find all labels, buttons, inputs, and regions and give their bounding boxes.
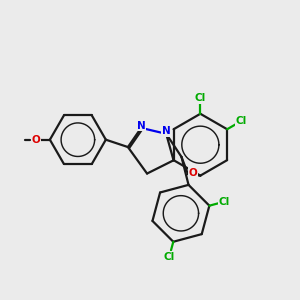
Text: Cl: Cl	[164, 251, 175, 262]
Text: Cl: Cl	[195, 94, 206, 103]
Text: O: O	[189, 168, 198, 178]
Text: O: O	[32, 135, 40, 145]
Text: Cl: Cl	[218, 197, 230, 207]
Text: Cl: Cl	[236, 116, 247, 126]
Text: N: N	[137, 121, 146, 130]
Text: N: N	[162, 126, 171, 136]
